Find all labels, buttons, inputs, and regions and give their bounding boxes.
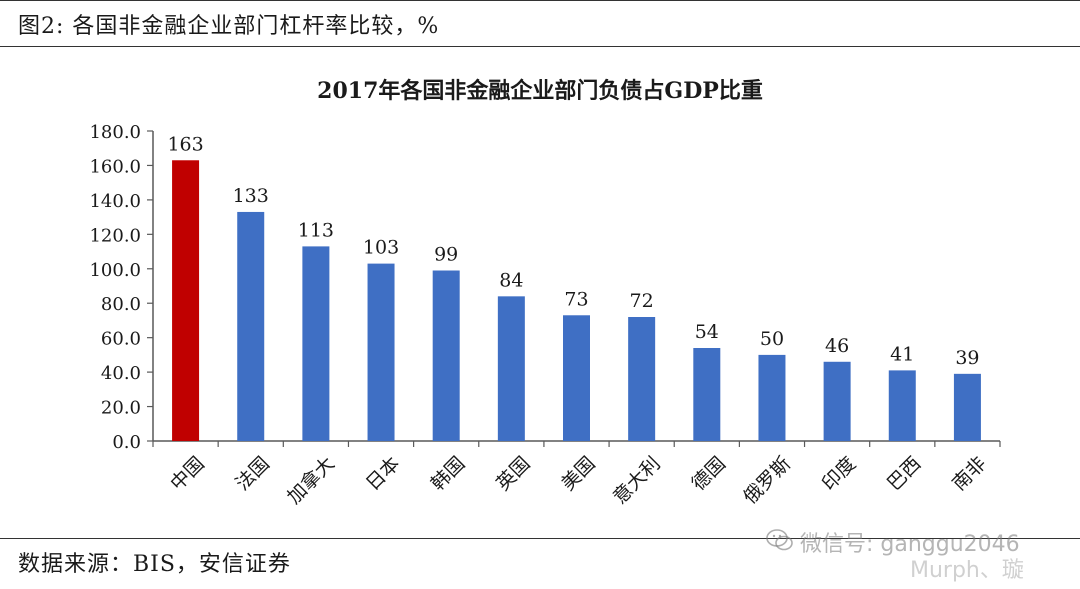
data-label: 99 [434, 244, 458, 266]
bar-13 [953, 373, 981, 441]
x-tick-label: 印度 [818, 453, 860, 495]
x-tick-label: 韩国 [427, 453, 469, 495]
y-axis: 0.0 20.0 40.0 60.0 80.0 100.0 120.0 140.0 160.0 1… [89, 122, 154, 453]
x-tick-label: 美国 [557, 453, 599, 495]
bar-11 [823, 361, 851, 441]
source-rule [0, 538, 1080, 539]
bar-series [172, 160, 981, 441]
x-tick-labels: 中国 法国 加拿大 日本 韩国 英国 美国 意大利 德国 俄罗斯 印度 巴西 南非 [166, 452, 990, 509]
y-tick-label: 180.0 [89, 122, 141, 143]
data-label: 84 [499, 269, 523, 291]
weibo-watermark: Murph、璇 [910, 558, 1024, 583]
y-tick-label: 160.0 [89, 156, 141, 177]
x-axis [152, 440, 1001, 447]
x-tick-label: 意大利 [609, 453, 665, 509]
x-tick-label: 巴西 [883, 453, 925, 495]
data-label: 41 [890, 343, 914, 365]
y-tick-label: 120.0 [89, 225, 141, 246]
figure-caption: 图2: 各国非金融企业部门杠杆率比较，% [18, 14, 440, 39]
x-tick-label: 南非 [948, 453, 990, 495]
y-tick-label: 100.0 [89, 260, 141, 281]
data-label: 72 [630, 290, 654, 312]
x-tick-label: 英国 [492, 453, 534, 495]
bar-2 [237, 211, 265, 441]
y-tick-label: 60.0 [101, 329, 141, 350]
bar-10 [758, 354, 786, 441]
data-labels: 163 133 113 103 99 84 73 72 54 50 46 41 39 [167, 133, 979, 369]
x-tick-label: 加拿大 [282, 452, 339, 509]
caption-rule [0, 46, 1080, 47]
chart-title: 2017年各国非金融企业部门负债占GDP比重 [317, 78, 763, 104]
x-tick-label: 日本 [362, 453, 404, 495]
y-tick-label: 0.0 [112, 432, 141, 453]
bar-7 [563, 315, 590, 441]
wechat-watermark: 微信号: ganggu2046 [800, 532, 1020, 557]
x-tick-label: 俄罗斯 [739, 453, 795, 509]
y-tick-label: 20.0 [101, 398, 141, 419]
bar-5 [432, 270, 460, 441]
data-label: 73 [564, 288, 588, 310]
data-label: 133 [233, 185, 269, 207]
x-tick-label: 德国 [688, 453, 730, 495]
data-label: 163 [167, 133, 203, 155]
y-tick-label: 80.0 [101, 294, 141, 315]
bar-3 [302, 246, 330, 441]
bar-6 [497, 296, 525, 441]
data-label: 54 [695, 321, 719, 343]
data-label: 50 [760, 328, 784, 350]
data-label: 103 [363, 237, 399, 259]
wechat-icon [766, 529, 793, 551]
bar-1 [172, 160, 200, 441]
x-tick-label: 法国 [231, 453, 273, 495]
source-note: 数据来源：BIS，安信证券 [18, 552, 291, 577]
y-tick-label: 140.0 [89, 191, 141, 212]
y-tick-label: 40.0 [101, 363, 141, 384]
bar-8 [628, 317, 656, 441]
data-label: 46 [825, 335, 849, 357]
bar-12 [888, 370, 916, 441]
data-label: 113 [298, 219, 334, 241]
x-tick-label: 中国 [166, 453, 208, 495]
data-label: 39 [955, 347, 979, 369]
bar-9 [693, 348, 721, 441]
top-rule [0, 0, 1080, 1]
bar-4 [367, 263, 395, 441]
